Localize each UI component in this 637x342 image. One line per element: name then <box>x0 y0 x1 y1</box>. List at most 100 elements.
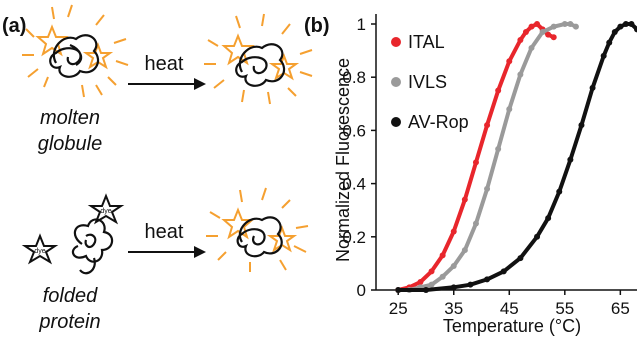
data-point <box>439 252 446 259</box>
data-point <box>534 233 541 240</box>
series-line <box>396 22 637 292</box>
heated-globule-icon <box>204 13 313 105</box>
data-point <box>528 23 535 30</box>
x-tick-label: 25 <box>389 299 408 318</box>
data-point <box>439 273 446 280</box>
data-point <box>545 215 552 222</box>
x-tick-label: 45 <box>500 299 519 318</box>
x-ticks: 25 35 45 55 65 <box>389 290 630 318</box>
heat-label-bottom: heat <box>145 221 184 243</box>
protein-chain-icon <box>236 216 283 258</box>
x-tick-label: 65 <box>611 299 630 318</box>
folded-protein-icon <box>71 218 114 275</box>
data-point <box>428 268 435 275</box>
panel-a: (a) molten globule heat <box>2 4 313 333</box>
data-point <box>422 287 429 293</box>
data-point <box>528 44 535 51</box>
data-point <box>495 87 502 94</box>
protein-chain-icon <box>49 34 100 78</box>
protein-chain-icon <box>235 43 286 87</box>
data-point <box>517 255 524 262</box>
data-point <box>428 281 435 288</box>
data-point <box>628 21 635 27</box>
data-point <box>517 71 524 78</box>
data-point <box>545 31 552 38</box>
legend-label: AV-Rop <box>408 112 469 132</box>
data-point <box>556 188 563 195</box>
data-point <box>611 28 618 35</box>
y-tick-label: 0.2 <box>342 228 366 247</box>
y-tick-label: 1 <box>357 15 366 34</box>
data-point <box>572 23 579 30</box>
data-point <box>578 122 585 129</box>
data-point <box>634 26 637 33</box>
data-point <box>450 263 457 270</box>
heated-protein-icon <box>206 187 309 272</box>
dye-star-icon <box>35 24 69 57</box>
legend-marker <box>391 117 401 127</box>
svg-text:dye: dye <box>34 248 45 255</box>
data-point <box>461 247 468 254</box>
y-axis-label: Normalized Fluorescence <box>333 58 353 262</box>
y-tick-label: 0.8 <box>342 68 366 87</box>
series-av-rop <box>395 21 637 293</box>
data-point <box>467 281 474 288</box>
data-point <box>484 276 491 283</box>
arrowhead-icon <box>194 78 206 90</box>
x-tick-label: 35 <box>444 299 463 318</box>
data-point <box>522 28 529 35</box>
data-point <box>589 84 596 91</box>
series-line <box>396 22 556 292</box>
svg-text:dye: dye <box>100 208 111 215</box>
data-point <box>495 146 502 153</box>
y-tick-label: 0.6 <box>342 121 366 140</box>
data-point <box>472 220 479 227</box>
data-point <box>395 287 402 293</box>
data-point <box>606 39 613 46</box>
dye-star-icon <box>221 207 255 240</box>
data-point <box>534 21 541 27</box>
data-point <box>506 58 513 65</box>
legend-marker <box>391 77 401 87</box>
data-point <box>500 268 507 275</box>
y-tick-label: 0 <box>357 281 366 300</box>
data-point <box>539 28 546 35</box>
data-point <box>622 21 629 27</box>
data-point <box>450 284 457 291</box>
caption-protein: protein <box>38 311 100 333</box>
free-dye-star-left-icon: dye <box>21 233 59 265</box>
data-point <box>472 159 479 166</box>
data-point <box>517 36 524 43</box>
plot-series <box>395 21 637 293</box>
caption-molten: molten <box>40 107 100 129</box>
series-line <box>396 22 578 292</box>
panel-b: (b) Normalized Fluorescence Temperature … <box>304 14 637 336</box>
legend-label: IVLS <box>408 72 447 92</box>
x-axis-label: Temperature (°C) <box>443 316 581 336</box>
y-ticks: 0 0.2 0.4 0.6 0.8 1 <box>342 15 376 300</box>
caption-globule: globule <box>38 133 103 155</box>
glow-rays-icon <box>22 4 129 98</box>
free-dye-star-top-icon: dye <box>87 193 125 225</box>
arrowhead-icon <box>194 246 206 258</box>
data-point <box>561 21 568 27</box>
series-ivls <box>395 21 579 293</box>
y-tick-label: 0.4 <box>342 175 366 194</box>
dye-star-icon <box>221 33 255 66</box>
data-point <box>550 34 557 41</box>
legend-marker <box>391 37 401 47</box>
data-point <box>550 23 557 30</box>
data-point <box>461 196 468 203</box>
panel-a-label: (a) <box>2 15 26 37</box>
series-ital <box>395 21 557 293</box>
data-point <box>567 156 574 163</box>
legend: ITAL IVLS AV-Rop <box>391 32 469 132</box>
data-point <box>450 228 457 235</box>
x-tick-label: 55 <box>555 299 574 318</box>
data-point <box>417 279 424 286</box>
caption-folded: folded <box>43 285 98 307</box>
molten-globule-icon <box>22 4 129 98</box>
data-point <box>567 21 574 27</box>
